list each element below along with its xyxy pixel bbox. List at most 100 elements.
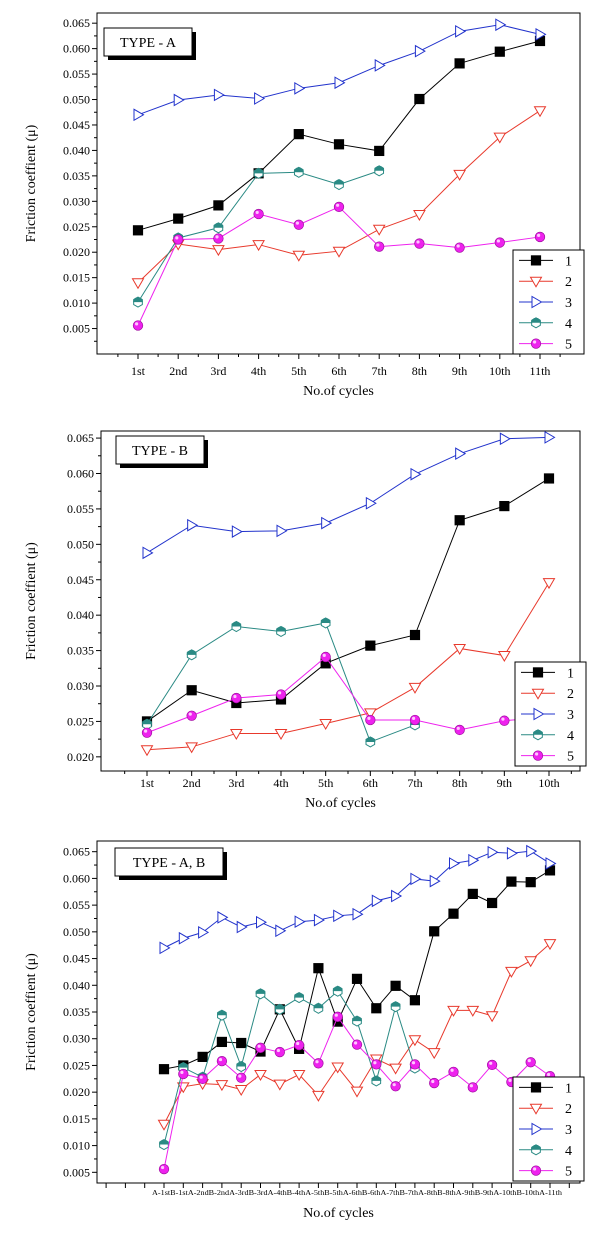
series-5-point — [486, 1059, 498, 1071]
legend: 1 2 3 4 5 — [512, 1076, 585, 1182]
series-2-point — [453, 169, 466, 181]
series-3-point — [455, 24, 467, 38]
series-2-point — [229, 728, 243, 740]
series-5-point-shine — [508, 1078, 512, 1083]
y-axis-title: Friction coeffient (μ) — [24, 124, 39, 242]
series-5-point — [197, 1073, 208, 1084]
series-5-point-disc — [274, 1046, 285, 1058]
series-4 — [142, 617, 420, 748]
series-2-point — [292, 1070, 306, 1082]
series-5-point-disc — [351, 1039, 363, 1050]
series-4-point — [255, 988, 266, 1000]
series-1-point — [173, 213, 184, 224]
series-3-point — [371, 894, 383, 908]
series-2-point — [254, 1070, 267, 1082]
series-4-point — [216, 1009, 227, 1021]
x-tick-label: 1st — [131, 364, 146, 378]
y-tick-label: 0.020 — [63, 245, 90, 259]
y-tick-label: 0.005 — [63, 322, 90, 336]
series-5-point — [186, 710, 197, 721]
legend-marker — [531, 317, 541, 329]
y-tick-label: 0.045 — [63, 118, 90, 132]
series-3-point — [455, 447, 467, 461]
series-2-point — [447, 1005, 460, 1017]
series-4-point — [236, 1060, 247, 1073]
legend-marker — [530, 255, 542, 266]
x-tick-label: 5th — [318, 776, 333, 790]
legend-marker — [531, 1144, 541, 1156]
series-5-point-disc — [525, 1057, 536, 1068]
series-5-point-shine — [376, 243, 380, 247]
series-1-point — [429, 926, 440, 937]
series-5-point — [213, 233, 224, 244]
series-5-point-shine — [144, 729, 148, 733]
series-1-point — [448, 908, 459, 919]
x-tick-label: 10th — [489, 364, 510, 378]
y-tick-label: 0.010 — [63, 1139, 90, 1153]
series-1-point — [197, 1051, 208, 1062]
title-box — [103, 27, 193, 57]
series-1-point — [494, 46, 505, 57]
x-axis-title: No.of cycles — [303, 1206, 374, 1221]
series-2-point — [273, 1079, 287, 1091]
series-5-point-shine — [450, 1068, 454, 1072]
series-5-point — [178, 1068, 189, 1080]
series-5-point — [467, 1082, 478, 1093]
series-4-point — [186, 649, 197, 661]
series-1-line — [146, 478, 550, 722]
series-1-point — [132, 225, 144, 236]
series-2-point — [524, 956, 538, 968]
series-5-point-disc — [178, 1068, 189, 1080]
series-5-point-shine — [527, 1059, 531, 1063]
series-5-point-shine — [547, 1072, 551, 1077]
y-tick-label: 0.060 — [63, 42, 90, 56]
series-2-point — [274, 728, 288, 740]
y-tick-label: 0.030 — [67, 679, 94, 693]
series-5-point-disc — [365, 714, 376, 726]
series-5-point-disc — [275, 689, 287, 700]
series-4-point-fill — [142, 719, 152, 725]
series-3-point — [506, 846, 518, 860]
series-5-point-shine — [336, 203, 340, 207]
series-1-point — [371, 1003, 382, 1014]
y-tick-label: 0.005 — [63, 1165, 90, 1179]
legend-label: 5 — [567, 750, 574, 765]
legend-marker-fill — [533, 729, 543, 735]
legend-label: 5 — [565, 338, 572, 353]
series-5-point-shine — [334, 1013, 338, 1017]
series-5-point-shine — [322, 653, 326, 657]
series-5-point-shine — [296, 1041, 300, 1046]
series-3 — [142, 431, 556, 560]
series-5-point-disc — [158, 1163, 170, 1175]
legend-marker — [530, 338, 542, 349]
series-4-point — [159, 1138, 169, 1151]
series-5-point — [429, 1077, 440, 1089]
series-4-point — [133, 296, 143, 308]
series-4-point-fill — [236, 1061, 247, 1067]
y-tick-label: 0.045 — [67, 573, 94, 587]
series-2-point — [505, 966, 518, 978]
series-2-point — [413, 210, 426, 222]
series-3-point — [256, 915, 267, 929]
series-4-point — [365, 736, 376, 748]
y-tick-label: 0.065 — [63, 845, 90, 859]
series-3-point — [487, 845, 499, 859]
series-5-point — [313, 1058, 324, 1069]
series-5-point — [293, 1039, 305, 1051]
series-3-point — [495, 18, 507, 32]
series-5-point-disc — [197, 1073, 208, 1084]
y-axis-title: Friction coeffient (μ) — [24, 953, 39, 1071]
series-5-point-disc — [429, 1077, 440, 1089]
series-3-point — [365, 496, 377, 510]
series-5-point-disc — [374, 241, 385, 252]
series-4-point-fill — [320, 617, 331, 623]
series-3-point — [410, 872, 422, 886]
chart-title: TYPE - B — [132, 444, 188, 459]
series-3-point — [133, 108, 145, 122]
series-3-point — [410, 467, 422, 481]
series-5-point-disc — [253, 208, 264, 220]
series-4-point-fill — [274, 1004, 285, 1010]
series-5-point-disc — [486, 1059, 498, 1071]
legend-label: 3 — [567, 708, 574, 723]
series-4-point — [276, 625, 286, 638]
